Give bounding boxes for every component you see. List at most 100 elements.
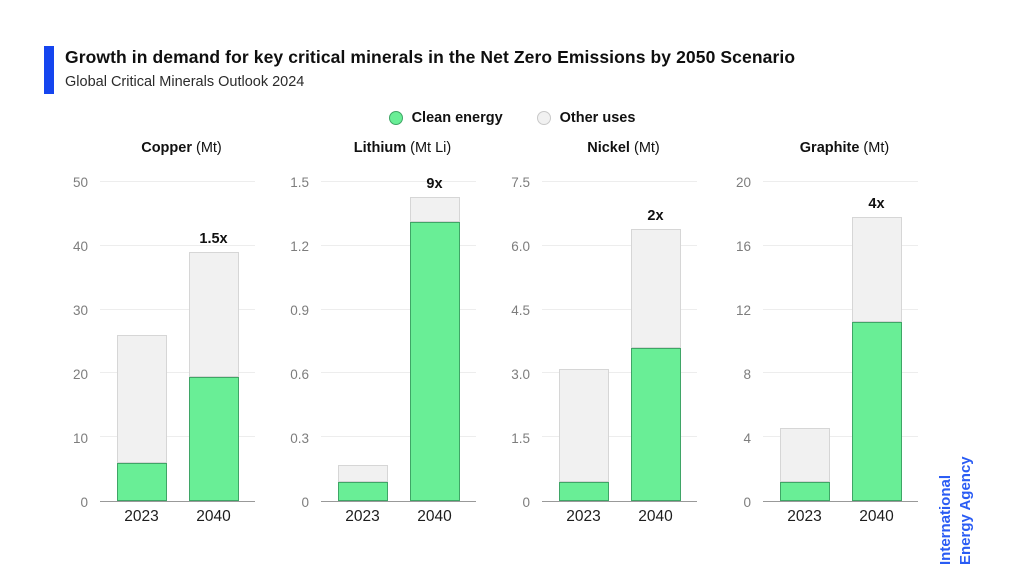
segment-clean-energy: [558, 481, 609, 501]
gridline: [100, 244, 255, 246]
chart-panel: Graphite (Mt) 0 4 8 12 16 20 4x 2023 2040: [719, 140, 940, 526]
y-tick-label: 4.5: [511, 302, 530, 318]
stacked-bar-2023: [779, 427, 830, 501]
clean-energy-dot-icon: [388, 111, 403, 125]
gridline: [542, 181, 697, 182]
legend-item-other-uses: Other uses: [536, 110, 636, 126]
plot-area: 9x: [321, 176, 476, 502]
y-tick-label: 12: [735, 302, 751, 318]
segment-clean-energy: [409, 222, 460, 501]
x-axis-labels: 2023 2040: [763, 502, 918, 526]
x-axis-labels: 2023 2040: [542, 502, 697, 526]
segment-clean-energy: [779, 481, 830, 501]
y-tick-label: 40: [72, 238, 88, 254]
gridline: [321, 436, 476, 438]
stacked-bar-2040: 2x: [630, 208, 681, 501]
y-tick-label: 0: [743, 494, 751, 510]
plot: 0 0.3 0.6 0.9 1.2 1.5 9x: [277, 175, 498, 508]
y-axis: 0 0.3 0.6 0.9 1.2 1.5: [277, 175, 321, 508]
plot-area: 2x: [542, 181, 697, 502]
segment-other-uses: [409, 196, 460, 223]
chart-panel: Lithium (Mt Li) 0 0.3 0.6 0.9 1.2 1.5 9x 2023…: [277, 140, 498, 526]
stacked-bar-2040: 1.5x: [188, 231, 239, 501]
y-tick-label: 6.0: [511, 238, 530, 254]
y-tick-label: 10: [72, 430, 88, 446]
stacked-bar-2040: 4x: [851, 196, 902, 501]
chart-panel: Nickel (Mt) 0 1.5 3.0 4.5 6.0 7.5 2x 2023 2040: [498, 140, 719, 526]
segment-other-uses: [630, 228, 681, 348]
y-axis: 0 10 20 30 40 50: [56, 175, 100, 508]
x-tick-label: 2023: [787, 508, 822, 525]
gridline: [542, 436, 697, 438]
gridline: [100, 181, 255, 182]
y-tick-label: 0: [80, 494, 88, 510]
segment-clean-energy: [630, 347, 681, 501]
panel-title: Nickel (Mt): [498, 140, 719, 162]
gridline: [321, 181, 476, 182]
gridline: [321, 244, 476, 246]
y-tick-label: 8: [743, 366, 751, 382]
chart-panel: Copper (Mt) 0 10 20 30 40 50 1.5x 2023 2040: [56, 140, 277, 526]
iea-logo-line2: Energy Agency: [957, 456, 974, 565]
growth-multiplier-label: 2x: [647, 207, 664, 224]
y-axis: 0 4 8 12 16 20: [719, 175, 763, 508]
gridline: [100, 436, 255, 438]
bars: 9x: [321, 176, 476, 501]
gridline: [763, 436, 918, 438]
panel-title: Graphite (Mt): [719, 140, 940, 162]
growth-multiplier-label: 9x: [426, 175, 443, 192]
plot-area: 4x: [763, 181, 918, 502]
bars: 1.5x: [100, 182, 255, 501]
gridline: [542, 372, 697, 374]
x-axis-labels: 2023 2040: [321, 502, 476, 526]
stacked-bar-2023: [558, 369, 609, 501]
legend-label-other-uses: Other uses: [559, 110, 636, 126]
legend: Clean energy Other uses: [0, 110, 1024, 126]
y-tick-label: 1.5: [290, 174, 309, 190]
gridline: [100, 372, 255, 374]
panel-title: Lithium (Mt Li): [277, 140, 498, 162]
segment-clean-energy: [116, 462, 167, 501]
x-tick-label: 2040: [638, 508, 673, 525]
page-subtitle: Global Critical Minerals Outlook 2024: [65, 74, 305, 90]
gridline: [100, 308, 255, 310]
gridline: [763, 372, 918, 374]
y-tick-label: 20: [72, 366, 88, 382]
y-tick-label: 0: [301, 494, 309, 510]
segment-other-uses: [337, 464, 388, 482]
y-tick-label: 1.5: [511, 430, 530, 446]
y-tick-label: 0: [522, 494, 530, 510]
stacked-bar-2023: [116, 335, 167, 501]
plot: 0 1.5 3.0 4.5 6.0 7.5 2x: [498, 175, 719, 508]
gridline: [321, 308, 476, 310]
y-tick-label: 20: [735, 174, 751, 190]
gridline: [321, 372, 476, 374]
legend-label-clean-energy: Clean energy: [411, 110, 503, 126]
x-tick-label: 2023: [566, 508, 601, 525]
iea-logo-text: International Energy Agency: [936, 385, 976, 565]
panel-title-unit: (Mt): [191, 140, 222, 156]
bars: 2x: [542, 182, 697, 501]
x-tick-label: 2023: [124, 508, 159, 525]
gridline: [763, 181, 918, 182]
panel-title-unit: (Mt Li): [406, 140, 452, 156]
panel-title-unit: (Mt): [629, 140, 660, 156]
y-tick-label: 30: [72, 302, 88, 318]
y-tick-label: 0.9: [290, 302, 309, 318]
panel-title: Copper (Mt): [56, 140, 277, 162]
y-tick-label: 50: [72, 174, 88, 190]
x-axis-labels: 2023 2040: [100, 502, 255, 526]
y-tick-label: 4: [743, 430, 751, 446]
y-tick-label: 1.2: [290, 238, 309, 254]
y-axis: 0 1.5 3.0 4.5 6.0 7.5: [498, 175, 542, 508]
growth-multiplier-label: 4x: [868, 196, 885, 213]
y-tick-label: 7.5: [511, 174, 530, 190]
segment-other-uses: [779, 427, 830, 482]
x-tick-label: 2040: [196, 508, 231, 525]
panel-title-mineral: Nickel: [587, 140, 630, 156]
y-tick-label: 0.6: [290, 366, 309, 382]
panel-title-mineral: Lithium: [353, 140, 407, 156]
gridline: [542, 244, 697, 246]
segment-other-uses: [116, 335, 167, 463]
